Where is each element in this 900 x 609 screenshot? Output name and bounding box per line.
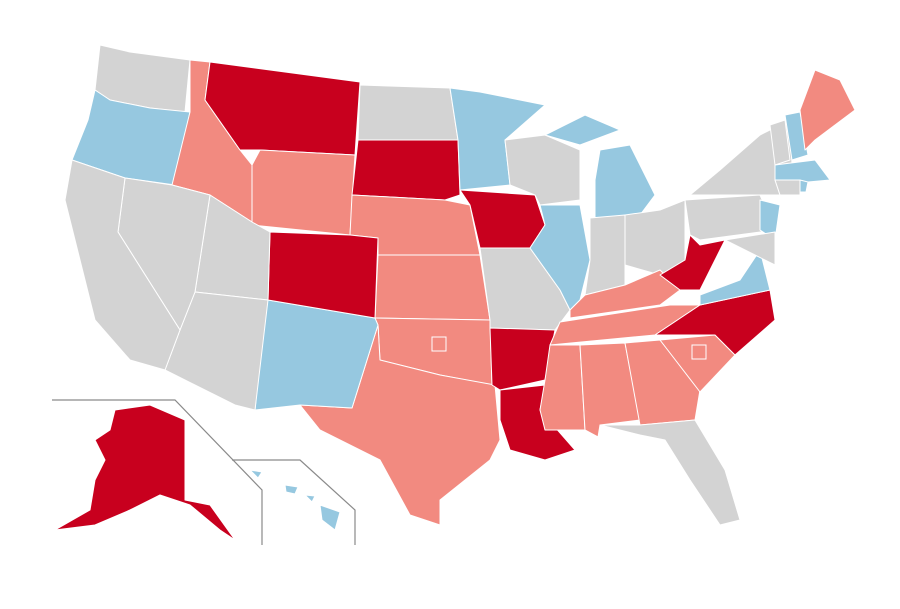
- state-shape: [249, 469, 263, 479]
- state-shape: [624, 339, 701, 426]
- state-shape: [64, 159, 181, 371]
- state-shape: [594, 144, 656, 219]
- state-shape: [799, 69, 856, 151]
- inset-border: [52, 399, 263, 545]
- state-shape: [659, 234, 726, 291]
- state-shape: [769, 119, 791, 166]
- state-shape: [799, 179, 809, 193]
- state-shape: [319, 504, 341, 531]
- state-shape: [784, 111, 809, 161]
- state-shape: [544, 114, 621, 146]
- state-shape: [504, 134, 581, 206]
- capital-marker: [691, 344, 707, 360]
- state-shape: [684, 194, 776, 241]
- state-shape: [251, 149, 356, 236]
- capital-marker: [431, 336, 447, 352]
- state-shape: [54, 404, 236, 541]
- state-shape: [357, 84, 459, 141]
- state-shape: [374, 254, 491, 321]
- state-shape: [724, 231, 776, 266]
- state-shape: [489, 327, 556, 391]
- inset-border: [232, 459, 356, 545]
- state-shape: [299, 324, 501, 526]
- state-shape: [774, 179, 801, 196]
- state-shape: [351, 139, 461, 201]
- state-shape: [584, 214, 626, 296]
- state-shape: [699, 249, 771, 306]
- state-shape: [774, 159, 831, 183]
- state-shape: [304, 494, 316, 503]
- state-shape: [599, 419, 741, 526]
- state-shape: [284, 484, 299, 495]
